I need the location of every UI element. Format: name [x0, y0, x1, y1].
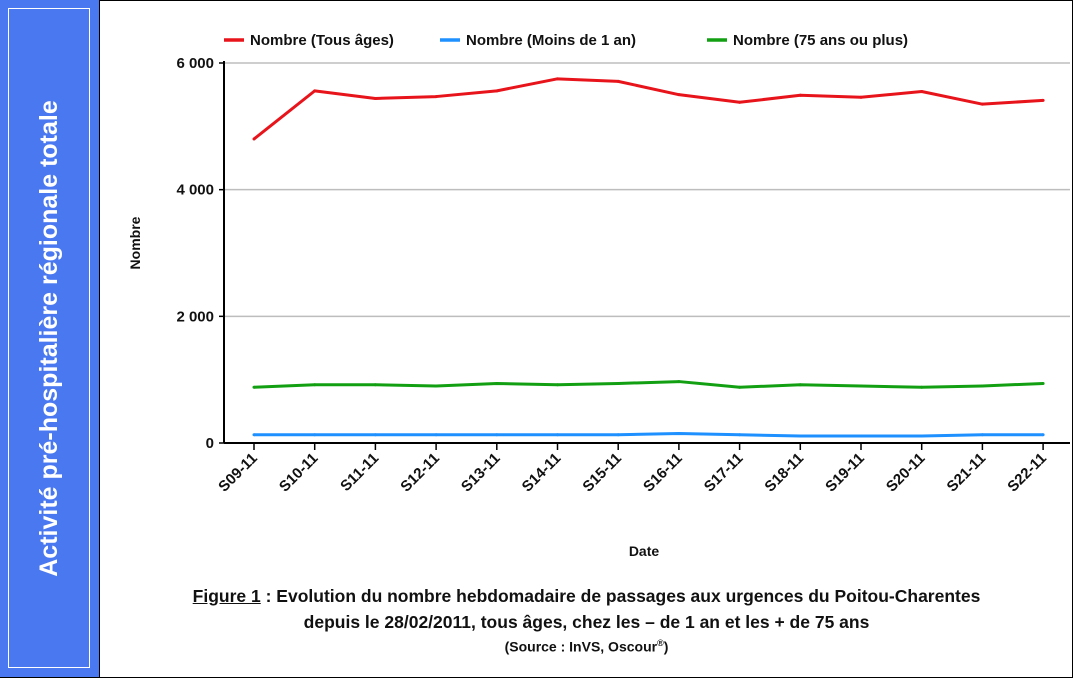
- data-point: [798, 383, 802, 387]
- data-point: [738, 433, 742, 437]
- caption-title: : Evolution du nombre hebdomadaire de pa…: [260, 586, 981, 606]
- data-point: [1041, 433, 1045, 437]
- data-point: [859, 95, 863, 99]
- x-tick-label: S22-11: [1004, 450, 1050, 496]
- series-line: [254, 432, 1044, 438]
- data-point: [556, 383, 559, 387]
- data-point: [616, 433, 620, 437]
- data-point: [313, 89, 317, 93]
- data-point: [313, 433, 317, 437]
- data-point: [859, 434, 863, 438]
- x-tick-label: S09-11: [215, 450, 261, 496]
- data-point: [495, 89, 499, 93]
- data-point: [495, 433, 499, 437]
- data-point: [434, 384, 438, 388]
- x-tick-label: S11-11: [337, 450, 382, 495]
- sidebar: Activité pré-hospitalière régionale tota…: [0, 0, 100, 677]
- x-tick-label: S10-11: [276, 450, 322, 496]
- data-point: [677, 93, 681, 97]
- data-point: [980, 102, 984, 106]
- y-axis-title: Nombre: [127, 216, 143, 269]
- data-point: [252, 137, 256, 141]
- x-tick-label: S21-11: [944, 450, 990, 496]
- caption-source: (Source : InVS, Oscour®): [100, 638, 1073, 655]
- legend-label: Nombre (Tous âges): [250, 32, 394, 49]
- x-tick-label: S16-11: [640, 450, 686, 496]
- data-point: [980, 384, 984, 388]
- sidebar-title: Activité pré-hospitalière régionale tota…: [34, 99, 63, 577]
- data-point: [798, 93, 802, 97]
- series-line: [253, 77, 1044, 141]
- x-tick-label: S13-11: [458, 450, 504, 496]
- x-tick-label: S18-11: [761, 450, 807, 496]
- x-tick-label: S12-11: [397, 450, 443, 496]
- data-point: [1041, 98, 1045, 102]
- figure-label: Figure 1: [192, 586, 261, 606]
- source-suffix: ): [663, 638, 669, 655]
- sidebar-border: Activité pré-hospitalière régionale tota…: [8, 8, 90, 668]
- data-point: [677, 432, 681, 435]
- data-point: [252, 385, 256, 389]
- data-point: [859, 384, 863, 388]
- x-tick-label: S19-11: [822, 450, 868, 496]
- x-tick-label: S14-11: [519, 450, 565, 496]
- data-point: [556, 433, 559, 437]
- data-point: [373, 96, 377, 100]
- caption-line-1: Figure 1 : Evolution du nombre hebdomada…: [100, 586, 1073, 607]
- data-point: [252, 433, 256, 437]
- data-point: [738, 385, 742, 389]
- data-point: [798, 434, 802, 438]
- data-point: [373, 433, 377, 437]
- series-line: [253, 380, 1044, 389]
- data-point: [616, 79, 620, 83]
- data-point: [434, 95, 438, 99]
- data-point: [738, 100, 742, 104]
- data-point: [495, 381, 499, 385]
- y-tick-label: 0: [206, 435, 214, 452]
- data-point: [980, 433, 984, 437]
- legend-label: Nombre (Moins de 1 an): [466, 32, 636, 49]
- data-point: [313, 383, 317, 387]
- y-tick-label: 4 000: [176, 182, 214, 199]
- data-point: [1041, 381, 1045, 385]
- line-chart: 0 2 000 4 000 6 000 S09-11 S10-11 S11-11 S12-11…: [127, 32, 1070, 559]
- data-point: [434, 433, 438, 437]
- source-prefix: (Source : InVS, Oscour: [504, 638, 658, 655]
- data-point: [920, 434, 924, 438]
- x-tick-label: S20-11: [883, 450, 929, 496]
- caption-line-2: depuis le 28/02/2011, tous âges, chez le…: [303, 612, 870, 632]
- data-point: [677, 380, 681, 384]
- source-sup: ®: [657, 638, 664, 648]
- x-axis-title: Date: [629, 543, 660, 559]
- data-point: [920, 385, 924, 389]
- data-point: [616, 381, 620, 385]
- x-tick-label: S15-11: [579, 450, 625, 496]
- x-tick-label: S17-11: [701, 450, 747, 496]
- y-tick-label: 6 000: [176, 55, 214, 72]
- data-point: [373, 383, 377, 387]
- data-point: [920, 90, 924, 93]
- data-point: [556, 77, 559, 81]
- legend-label: Nombre (75 ans ou plus): [733, 32, 908, 49]
- y-tick-label: 2 000: [176, 308, 214, 325]
